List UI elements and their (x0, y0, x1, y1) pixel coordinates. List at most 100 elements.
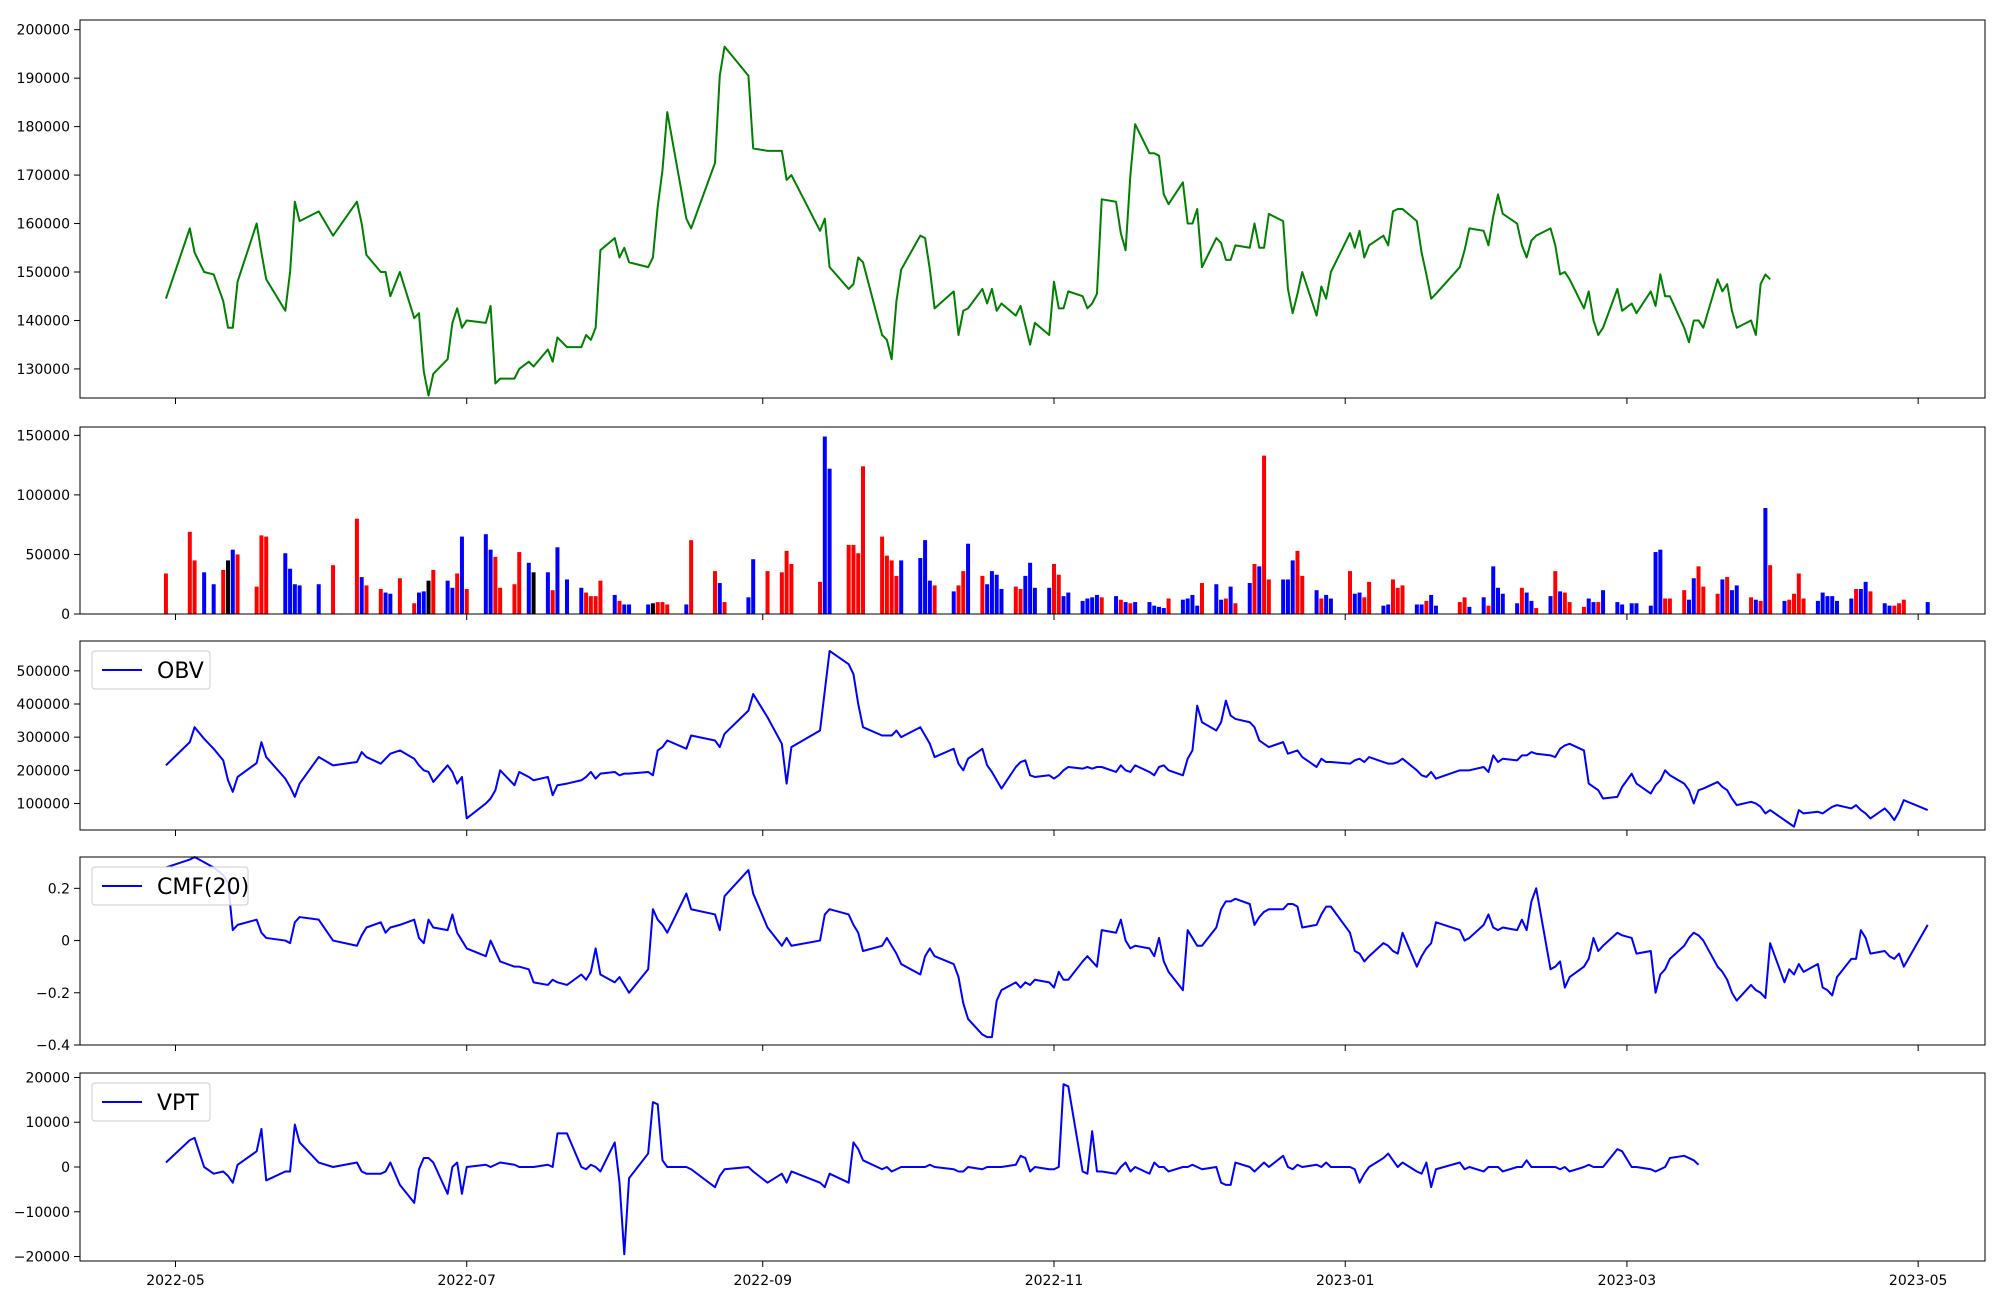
volume-bar (459, 536, 464, 614)
volume-bar (1157, 606, 1162, 614)
volume-bar (1324, 594, 1329, 614)
volume-bar (1586, 598, 1591, 614)
volume-bar (1763, 507, 1768, 614)
volume-bar (1094, 594, 1099, 614)
volume-bar (746, 597, 751, 614)
volume-bar (1553, 571, 1558, 614)
volume-bar (1114, 596, 1119, 614)
volume-bar (684, 604, 689, 614)
panel-obv: 100000 200000 300000 400000 500000 OBV (17, 640, 1986, 836)
volume-bar (397, 578, 402, 614)
volume-bar (493, 556, 498, 614)
volume-bar (283, 553, 288, 614)
volume-bar (1352, 593, 1357, 614)
series-line-cmf (165, 856, 1929, 1039)
volume-bar (665, 604, 670, 614)
volume-bar (1328, 598, 1333, 614)
volume-bar (1066, 592, 1071, 614)
volume-bar (1118, 599, 1123, 614)
volume-bar (1228, 586, 1233, 614)
volume-bar (1524, 592, 1529, 614)
volume-bar (1758, 600, 1763, 614)
y-tick-label: 100000 (17, 796, 70, 812)
volume-bar (1691, 578, 1696, 614)
volume-bar (856, 553, 861, 614)
volume-bar (932, 585, 937, 614)
volume-bar (989, 571, 994, 614)
volume-bar (846, 544, 851, 614)
y-tick-label: 100000 (17, 488, 70, 504)
volume-bar (259, 535, 264, 614)
volume-bar (416, 592, 421, 614)
volume-bar (1729, 590, 1734, 614)
volume-bar (1701, 586, 1706, 614)
y-tick-label: −0.4 (36, 1038, 70, 1054)
volume-bar (1648, 605, 1653, 614)
volume-bar (1515, 603, 1520, 614)
volume-bar (1214, 584, 1219, 614)
volume-bar (1734, 585, 1739, 614)
volume-bar (789, 563, 794, 614)
volume-bar (1834, 600, 1839, 614)
y-tick-label: 0 (61, 607, 70, 623)
volume-bar (1357, 592, 1362, 614)
axes-frame-cmf (79, 856, 1986, 1046)
volume-bar (354, 518, 359, 614)
volume-bar (1496, 587, 1501, 614)
volume-bar (1868, 591, 1873, 614)
volume-bar (230, 549, 235, 614)
volume-bar (1500, 593, 1505, 614)
y-tick-label: 180000 (17, 120, 70, 136)
y-tick-label: 300000 (17, 730, 70, 746)
volume-bar (1051, 563, 1056, 614)
volume-bar (264, 536, 269, 614)
volume-bar (1147, 602, 1152, 614)
volume-bar (1166, 598, 1171, 614)
y-tick-label: 0 (61, 934, 70, 950)
volume-bar (951, 591, 956, 614)
volume-bar (445, 580, 450, 614)
series-line-price (164, 45, 1771, 397)
volume-bar (1028, 562, 1033, 614)
volume-bar (1615, 602, 1620, 614)
volume-bar (1653, 552, 1658, 614)
axes-frame-vpt (79, 1072, 1986, 1262)
volume-bar (288, 568, 293, 614)
volume-bar (1620, 604, 1625, 614)
volume-bar (1290, 560, 1295, 614)
volume-bar (1424, 600, 1429, 614)
legend-label: OBV (157, 659, 204, 684)
x-tick-label: 2022-07 (437, 1273, 496, 1289)
panel-vpt: −20000 −10000 0 10000 20000 2022-05 2022-07 202… (14, 1070, 1986, 1289)
y-tick-label: 0.2 (48, 881, 70, 897)
volume-bar (923, 540, 928, 614)
volume-bar (163, 573, 168, 614)
volume-bar (579, 587, 584, 614)
volume-bar (1257, 566, 1262, 614)
volume-bar (455, 573, 460, 614)
volume-bar (713, 571, 717, 614)
volume-bar (1180, 599, 1185, 614)
volume-bar (961, 571, 966, 614)
x-tick-label: 2022-11 (1025, 1273, 1084, 1289)
volume-bar (1686, 599, 1691, 614)
axes-frame-volume (79, 426, 1986, 615)
volume-bar (717, 583, 722, 614)
volume-bar (1782, 600, 1787, 614)
volume-bar (880, 536, 885, 614)
volume-bar (1419, 604, 1424, 614)
volume-bar (827, 468, 832, 614)
volume-bar (622, 604, 627, 614)
volume-bar (202, 572, 207, 614)
volume-bar (1414, 604, 1419, 614)
volume-bar (1199, 583, 1204, 614)
volume-bar (388, 593, 393, 614)
volume-bar (765, 571, 770, 614)
volume-bar (450, 587, 455, 614)
volume-bar (889, 560, 894, 614)
volume-bar (980, 575, 985, 614)
volume-bar (899, 560, 904, 614)
volume-bar (884, 555, 889, 614)
legend-label: CMF(20) (157, 875, 249, 900)
x-tick-label: 2022-05 (146, 1273, 205, 1289)
